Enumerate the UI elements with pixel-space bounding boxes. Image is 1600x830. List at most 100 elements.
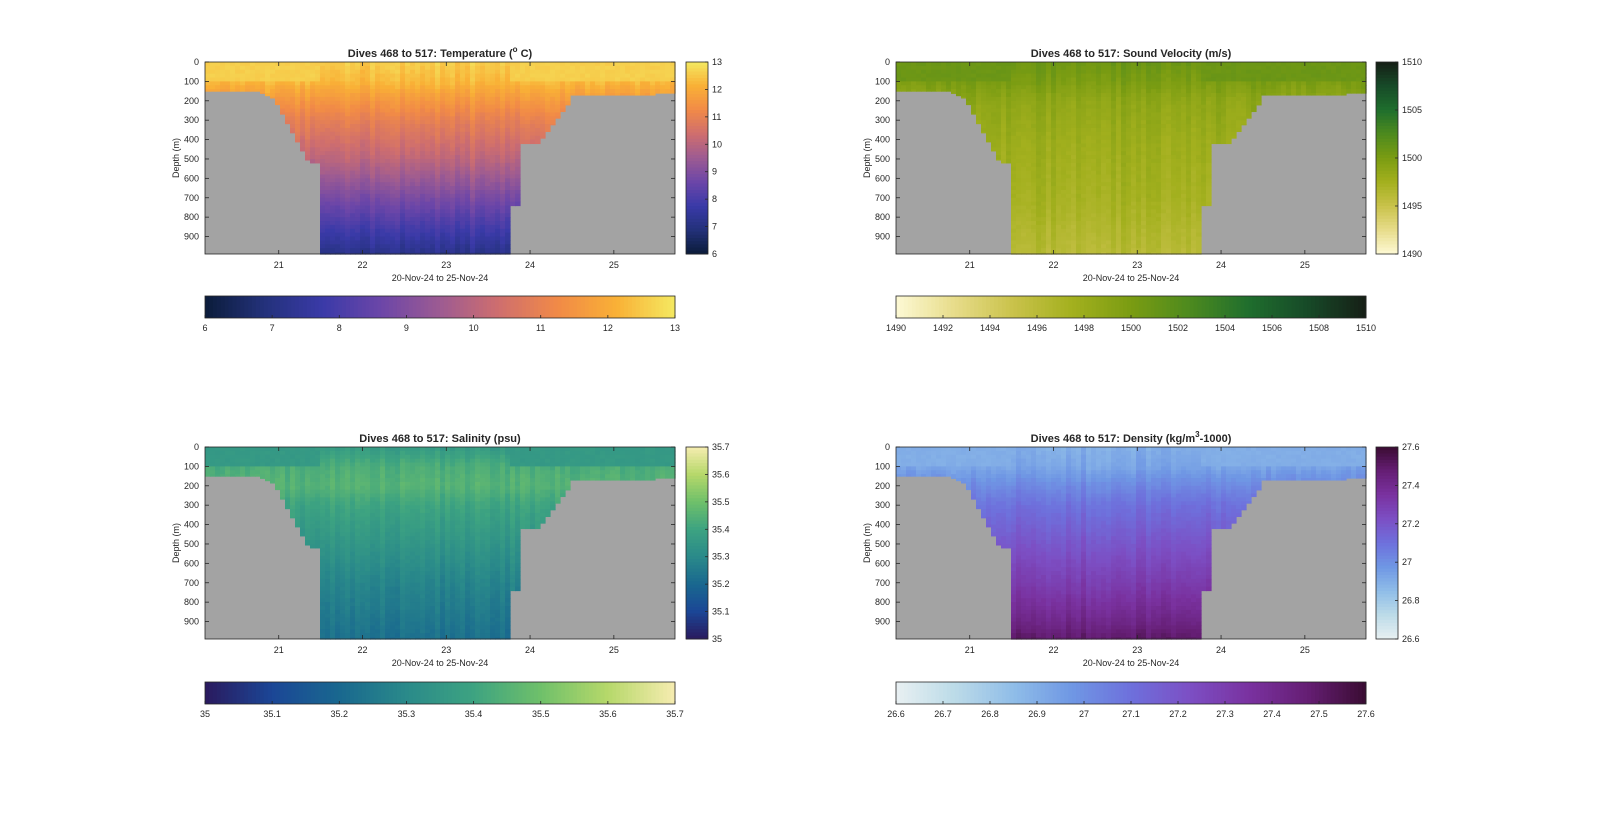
heatmap-cell	[1066, 228, 1072, 234]
heatmap-cell	[1106, 205, 1112, 210]
heatmap-cell	[500, 112, 506, 117]
heatmap-cell	[475, 108, 481, 114]
heatmap-cell	[485, 236, 491, 242]
heatmap-cell	[1076, 131, 1082, 137]
heatmap-cell	[290, 69, 296, 75]
heatmap-cell	[495, 158, 501, 164]
heatmap-cell	[390, 240, 396, 245]
heatmap-cell	[255, 69, 261, 75]
heatmap-cell	[1161, 201, 1167, 207]
heatmap-cell	[941, 62, 947, 67]
heatmap-cell	[325, 127, 331, 133]
heatmap-cell	[1146, 77, 1152, 82]
heatmap-cell	[1026, 252, 1032, 255]
heatmap-cell	[540, 69, 546, 75]
heatmap-cell	[410, 186, 416, 191]
heatmap-cell	[405, 190, 411, 195]
heatmap-cell	[370, 77, 376, 82]
heatmap-cell	[380, 139, 386, 145]
heatmap-cell	[455, 155, 461, 160]
heatmap-cell	[495, 252, 501, 255]
heatmap-cell	[295, 100, 301, 106]
heatmap-cell	[1001, 151, 1007, 156]
heatmap-cell	[445, 96, 451, 102]
heatmap-cell	[305, 93, 311, 98]
heatmap-cell	[1186, 213, 1192, 218]
heatmap-cell	[1061, 190, 1067, 195]
heatmap-cell	[460, 155, 466, 160]
heatmap-cell	[1126, 221, 1132, 226]
heatmap-cell	[580, 89, 586, 94]
heatmap-cell	[555, 89, 561, 94]
heatmap-cell	[490, 236, 496, 242]
heatmap-cell	[1106, 240, 1112, 245]
heatmap-cell	[450, 116, 456, 121]
heatmap-cell	[1046, 240, 1052, 245]
colorbar-segment	[686, 167, 708, 172]
heatmap-cell	[490, 197, 496, 203]
heatmap-cell	[520, 139, 526, 145]
heatmap-cell	[1121, 85, 1127, 90]
heatmap-cell	[991, 143, 997, 148]
heatmap-cell	[1181, 252, 1187, 255]
heatmap-cell	[540, 62, 546, 67]
heatmap-cell	[345, 124, 351, 129]
heatmap-cell	[470, 232, 476, 238]
heatmap-cell	[635, 93, 641, 96]
heatmap-cell	[530, 116, 536, 121]
heatmap-cell	[1031, 240, 1037, 245]
heatmap-cell	[1051, 178, 1057, 183]
heatmap-cell	[505, 120, 511, 125]
heatmap-cell	[490, 252, 496, 255]
heatmap-cell	[455, 89, 461, 94]
heatmap-cell	[435, 112, 441, 117]
heatmap-cell	[1021, 96, 1027, 102]
heatmap-cell	[350, 69, 356, 75]
colorbar-segment	[302, 296, 308, 318]
heatmap-cell	[1091, 193, 1097, 199]
heatmap-cell	[370, 209, 376, 214]
heatmap-cell	[1171, 162, 1177, 168]
heatmap-cell	[1036, 120, 1042, 125]
heatmap-cell	[335, 186, 341, 191]
heatmap-cell	[1141, 217, 1147, 222]
heatmap-cell	[1016, 131, 1022, 137]
heatmap-cell	[485, 139, 491, 145]
heatmap-cell	[435, 232, 441, 238]
heatmap-cell	[1096, 131, 1102, 137]
heatmap-cell	[475, 213, 481, 218]
heatmap-cell	[450, 236, 456, 242]
heatmap-cell	[1171, 228, 1177, 234]
heatmap-cell	[1046, 96, 1052, 102]
heatmap-cell	[1186, 112, 1192, 117]
heatmap-cell	[1176, 213, 1182, 218]
heatmap-cell	[365, 182, 371, 187]
heatmap-cell	[1111, 244, 1117, 249]
heatmap-cell	[325, 205, 331, 210]
heatmap-cell	[1046, 186, 1052, 191]
heatmap-cell	[1171, 166, 1177, 172]
heatmap-cell	[610, 62, 616, 67]
heatmap-cell	[615, 73, 621, 79]
heatmap-cell	[1021, 224, 1027, 230]
heatmap-cell	[1151, 170, 1157, 176]
heatmap-cell	[335, 131, 341, 137]
heatmap-cell	[1126, 143, 1132, 148]
heatmap-cell	[475, 209, 481, 214]
heatmap-cell	[1006, 155, 1012, 160]
heatmap-cell	[480, 217, 486, 222]
heatmap-cell	[415, 213, 421, 218]
heatmap-cell	[1081, 100, 1087, 106]
heatmap-cell	[365, 186, 371, 191]
heatmap-cell	[500, 73, 506, 79]
heatmap-cell	[475, 236, 481, 242]
heatmap-cell	[285, 104, 291, 110]
heatmap-cell	[1081, 112, 1087, 117]
heatmap-cell	[530, 93, 536, 98]
heatmap-cell	[480, 112, 486, 117]
heatmap-cell	[315, 93, 321, 98]
heatmap-cell	[1141, 205, 1147, 210]
heatmap-cell	[951, 62, 957, 67]
heatmap-cell	[1041, 236, 1047, 242]
heatmap-cell	[580, 65, 586, 71]
